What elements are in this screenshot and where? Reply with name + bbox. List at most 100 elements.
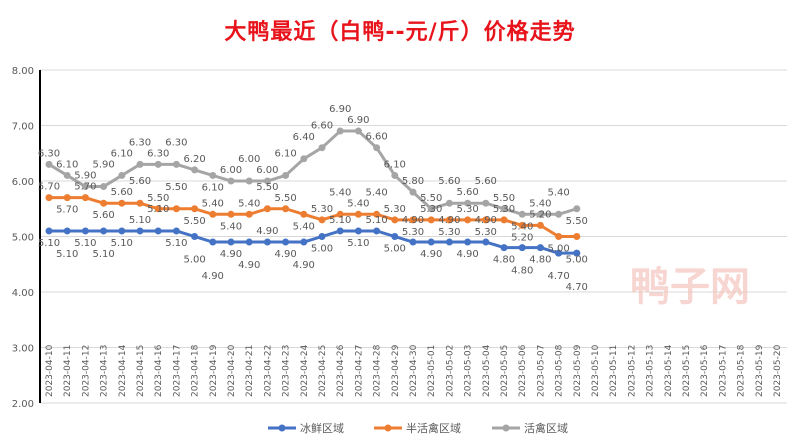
data-point — [81, 227, 89, 235]
data-label: 5.20 — [529, 209, 551, 220]
data-label: 5.40 — [329, 187, 351, 198]
data-label: 6.30 — [129, 137, 151, 148]
data-label: 5.10 — [74, 238, 96, 249]
data-label: 5.00 — [183, 255, 205, 266]
data-label: 6.10 — [384, 159, 406, 170]
data-point — [191, 205, 199, 213]
data-point — [373, 210, 381, 218]
data-point — [227, 210, 235, 218]
x-tick-label: 2023-05-20 — [773, 344, 783, 397]
data-label: 4.90 — [293, 260, 315, 271]
data-point — [391, 171, 399, 179]
x-tick-label: 2023-04-18 — [191, 344, 201, 397]
data-point — [300, 210, 308, 218]
data-point — [500, 244, 508, 252]
data-label: 5.50 — [256, 182, 278, 193]
data-label: 5.60 — [92, 210, 114, 221]
x-tick-label: 2023-04-19 — [209, 344, 219, 397]
data-label: 5.90 — [74, 171, 96, 182]
data-label: 5.10 — [365, 215, 387, 226]
data-point — [336, 127, 344, 135]
data-label: 5.10 — [347, 238, 369, 249]
data-point — [118, 227, 126, 235]
data-point — [427, 216, 435, 224]
data-label: 5.30 — [402, 227, 424, 238]
data-label: 4.90 — [238, 260, 260, 271]
data-point — [500, 216, 508, 224]
data-label: 5.60 — [129, 176, 151, 187]
data-point — [154, 160, 162, 168]
x-tick-label: 2023-05-03 — [464, 345, 474, 397]
data-point — [81, 183, 89, 191]
data-point — [300, 155, 308, 163]
data-point — [445, 199, 453, 207]
data-label: 6.10 — [274, 148, 296, 159]
data-point — [245, 177, 253, 185]
data-point — [172, 227, 180, 235]
data-label: 4.70 — [547, 271, 569, 282]
data-point — [536, 244, 544, 252]
data-point — [300, 238, 308, 246]
data-label: 5.70 — [56, 205, 78, 216]
data-label: 5.40 — [511, 221, 533, 232]
data-label: 5.40 — [202, 198, 224, 209]
data-point — [409, 216, 417, 224]
data-point — [318, 233, 326, 240]
data-point — [464, 199, 472, 207]
x-tick-label: 2023-05-01 — [427, 345, 437, 397]
data-point — [573, 249, 581, 257]
data-label: 4.80 — [511, 266, 533, 277]
data-label: 6.00 — [238, 154, 260, 165]
x-tick-label: 2023-04-14 — [118, 344, 128, 397]
data-label: 5.20 — [511, 232, 533, 243]
data-label: 5.10 — [38, 238, 60, 249]
x-tick-label: 2023-04-23 — [282, 345, 292, 397]
data-label: 5.50 — [566, 216, 588, 227]
data-label: 5.30 — [493, 204, 515, 215]
data-point — [45, 194, 53, 202]
y-tick-label: 7.00 — [12, 122, 34, 133]
x-tick-label: 2023-04-22 — [263, 345, 273, 397]
data-label: 4.90 — [220, 249, 242, 260]
data-label: 6.20 — [183, 154, 205, 165]
x-tick-label: 2023-05-02 — [445, 345, 455, 397]
x-tick-label: 2023-04-21 — [245, 345, 255, 397]
x-tick-label: 2023-04-15 — [136, 345, 146, 397]
data-point — [227, 177, 235, 185]
data-label: 4.90 — [202, 271, 224, 282]
data-label: 6.10 — [56, 159, 78, 170]
data-point — [209, 171, 217, 179]
data-label: 6.90 — [347, 115, 369, 126]
x-tick-label: 2023-04-10 — [45, 344, 55, 397]
x-tick-label: 2023-05-07 — [536, 345, 546, 397]
data-point — [263, 205, 271, 213]
x-tick-label: 2023-04-27 — [354, 345, 364, 397]
data-label: 5.40 — [238, 198, 260, 209]
data-point — [445, 238, 453, 246]
data-point — [118, 171, 126, 179]
x-tick-label: 2023-04-29 — [391, 344, 401, 397]
data-point — [536, 210, 544, 218]
data-point — [427, 205, 435, 213]
data-label: 5.50 — [147, 193, 169, 204]
data-point — [63, 171, 71, 179]
data-label: 6.10 — [111, 148, 133, 159]
data-point — [373, 144, 381, 152]
data-point — [191, 233, 199, 240]
legend-marker — [384, 424, 392, 432]
y-tick-label: 3.00 — [12, 344, 34, 355]
data-label: 5.40 — [365, 187, 387, 198]
data-point — [555, 249, 563, 257]
data-label: 6.60 — [311, 121, 333, 132]
data-point — [154, 227, 162, 235]
data-point — [518, 244, 526, 252]
data-label: 5.80 — [402, 176, 424, 187]
data-label: 5.00 — [311, 244, 333, 255]
data-label: 6.00 — [220, 165, 242, 176]
data-label: 5.50 — [274, 193, 296, 204]
data-label: 5.00 — [547, 244, 569, 255]
x-tick-label: 2023-04-12 — [81, 345, 91, 397]
data-point — [63, 227, 71, 235]
data-point — [154, 205, 162, 213]
